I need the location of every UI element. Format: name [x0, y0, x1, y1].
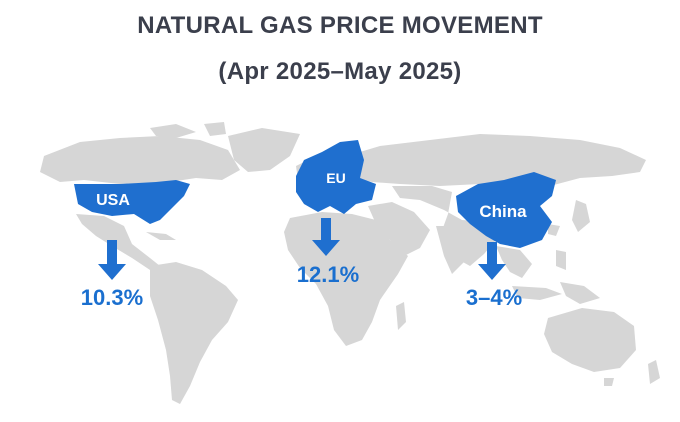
china-down-arrow-icon	[478, 242, 506, 280]
china-region	[456, 172, 556, 248]
world-landmass	[40, 122, 660, 404]
eu-label: EU	[326, 170, 345, 186]
usa-change-value: 10.3%	[81, 285, 143, 310]
usa-label: USA	[96, 192, 130, 209]
eu-region	[296, 140, 376, 214]
eu-down-arrow-icon	[312, 218, 340, 256]
usa-region	[74, 180, 190, 224]
usa-down-arrow-icon	[98, 240, 126, 280]
map-title: NATURAL GAS PRICE MOVEMENT	[137, 12, 543, 39]
china-change-value: 3–4%	[466, 285, 522, 310]
eu-change-value: 12.1%	[297, 262, 359, 287]
map-subtitle: (Apr 2025–May 2025)	[218, 58, 462, 85]
china-label: China	[479, 202, 527, 221]
